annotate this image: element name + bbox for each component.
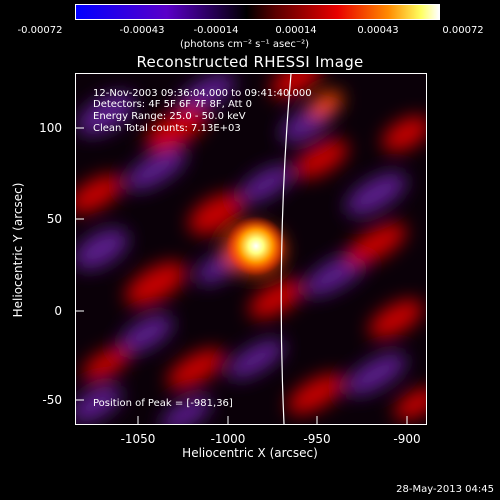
y-tick-label: 100 bbox=[39, 121, 62, 135]
colorbar-tick: 0.00072 bbox=[442, 25, 484, 36]
y-tick-label: 0 bbox=[54, 304, 62, 318]
y-tick-label: 50 bbox=[46, 212, 62, 226]
time-range-text: 12-Nov-2003 09:36:04.000 to 09:41:40.000 bbox=[93, 88, 312, 99]
y-axis-label: Heliocentric Y (arcsec) bbox=[11, 182, 25, 318]
energy-range-text: Energy Range: 25.0 - 50.0 keV bbox=[93, 111, 246, 122]
x-tick-label: -1000 bbox=[210, 432, 246, 446]
colorbar-unit-label: (photons cm⁻² s⁻¹ asec⁻²) bbox=[180, 39, 310, 50]
colorbar-tick: 0.00043 bbox=[357, 25, 399, 36]
x-tick-label: -900 bbox=[393, 432, 421, 446]
image-title: Reconstructed RHESSI Image bbox=[136, 53, 364, 71]
colorbar-tick: -0.00072 bbox=[17, 25, 63, 36]
rhessi-map bbox=[76, 74, 426, 424]
y-tick-label: -50 bbox=[42, 393, 62, 407]
peak-position-text: Position of Peak = [-981,36] bbox=[93, 398, 233, 409]
colorbar-tick: -0.00014 bbox=[193, 25, 239, 36]
detectors-text: Detectors: 4F 5F 6F 7F 8F, Att 0 bbox=[93, 99, 253, 110]
x-axis-label: Heliocentric X (arcsec) bbox=[182, 446, 318, 460]
image-frame bbox=[75, 73, 427, 425]
colorbar-tick: 0.00014 bbox=[275, 25, 317, 36]
algorithm-text: Clean Total counts: 7.13E+03 bbox=[93, 123, 241, 134]
x-tick-label: -950 bbox=[303, 432, 331, 446]
footer-date: 28-May-2013 04:45 bbox=[396, 484, 494, 495]
solar-limb-line bbox=[280, 74, 292, 424]
x-tick-label: -1050 bbox=[120, 432, 156, 446]
colorbar-tick: -0.00043 bbox=[119, 25, 165, 36]
colorbar bbox=[75, 4, 440, 20]
